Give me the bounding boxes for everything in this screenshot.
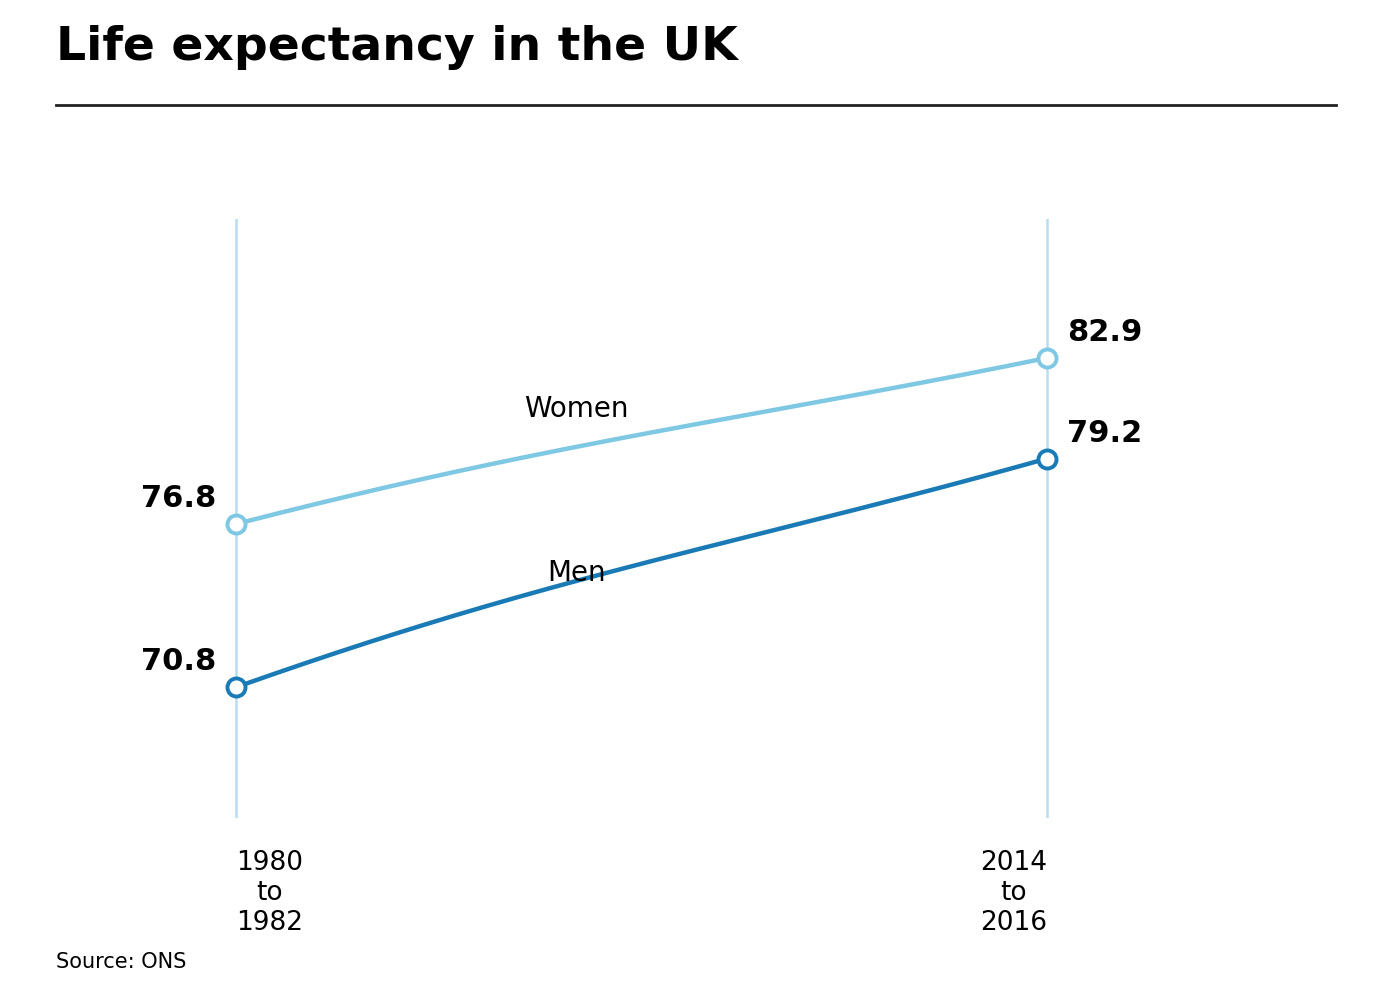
Text: 1980
to
1982: 1980 to 1982: [237, 850, 303, 936]
Text: 2014
to
2016: 2014 to 2016: [980, 850, 1047, 936]
Text: Life expectancy in the UK: Life expectancy in the UK: [56, 25, 738, 70]
Text: Women: Women: [525, 395, 629, 424]
Text: PA: PA: [1237, 928, 1296, 970]
Text: 79.2: 79.2: [1066, 419, 1143, 448]
Text: Source: ONS: Source: ONS: [56, 952, 187, 972]
Text: 82.9: 82.9: [1066, 318, 1143, 347]
Text: 70.8: 70.8: [141, 647, 216, 676]
Text: Men: Men: [547, 559, 606, 587]
Text: 76.8: 76.8: [141, 484, 216, 513]
